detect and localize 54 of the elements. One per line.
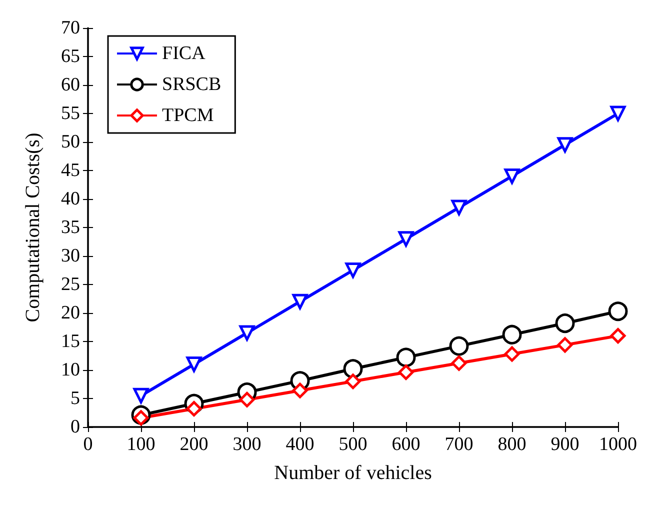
y-tick-label: 10 [61,360,80,380]
point [557,337,573,353]
point [396,348,416,368]
legend-label: TPCM [162,105,214,126]
point [345,262,361,278]
y-tick-label: 35 [61,217,80,238]
x-tick-label: 800 [498,434,526,455]
point [555,314,575,334]
y-tick-label: 25 [61,274,80,295]
x-tick-label: 700 [444,434,474,455]
y-tick-label: 45 [61,160,80,181]
x-tick-label: 500 [338,434,368,455]
x-tick-label: 400 [286,434,314,455]
point [239,325,255,341]
y-tick-label: 50 [61,132,80,152]
point [133,388,149,404]
y-tick-label: 30 [61,246,80,266]
y-tick-label: 70 [61,18,80,38]
point [502,324,522,344]
y-tick-label: 20 [61,302,80,324]
y-tick-label: 65 [61,46,80,67]
x-tick-label: 600 [392,434,420,455]
x-axis-title: Number of vehicles [274,462,432,484]
legend-label: FICA [162,43,206,64]
point [398,231,414,247]
x-tick-label: 900 [550,434,580,455]
y-tick-label: 60 [61,74,80,96]
y-tick-label: 5 [70,388,80,409]
point [608,302,628,322]
point [451,200,467,216]
point [610,328,626,344]
y-tick-label: 15 [61,331,80,352]
x-tick-label: 100 [126,434,156,455]
point [504,168,520,184]
legend-label: SRSCB [162,74,222,95]
point [343,359,363,379]
point [451,355,467,371]
point [239,392,255,408]
point [345,374,361,390]
point [292,294,308,310]
point [449,336,469,356]
y-tick-label: 0 [70,416,80,438]
x-tick-label: 1000 [599,434,637,455]
point [398,364,414,380]
point [557,137,573,153]
y-tick-label: 55 [61,103,80,124]
y-axis-title: Computational Costs(s) [22,132,44,322]
point [186,356,202,372]
point [610,106,626,122]
point [504,346,520,362]
y-tick-label: 40 [61,188,80,210]
x-tick-label: 200 [180,434,208,455]
point [292,382,308,398]
x-tick-label: 300 [232,434,262,455]
